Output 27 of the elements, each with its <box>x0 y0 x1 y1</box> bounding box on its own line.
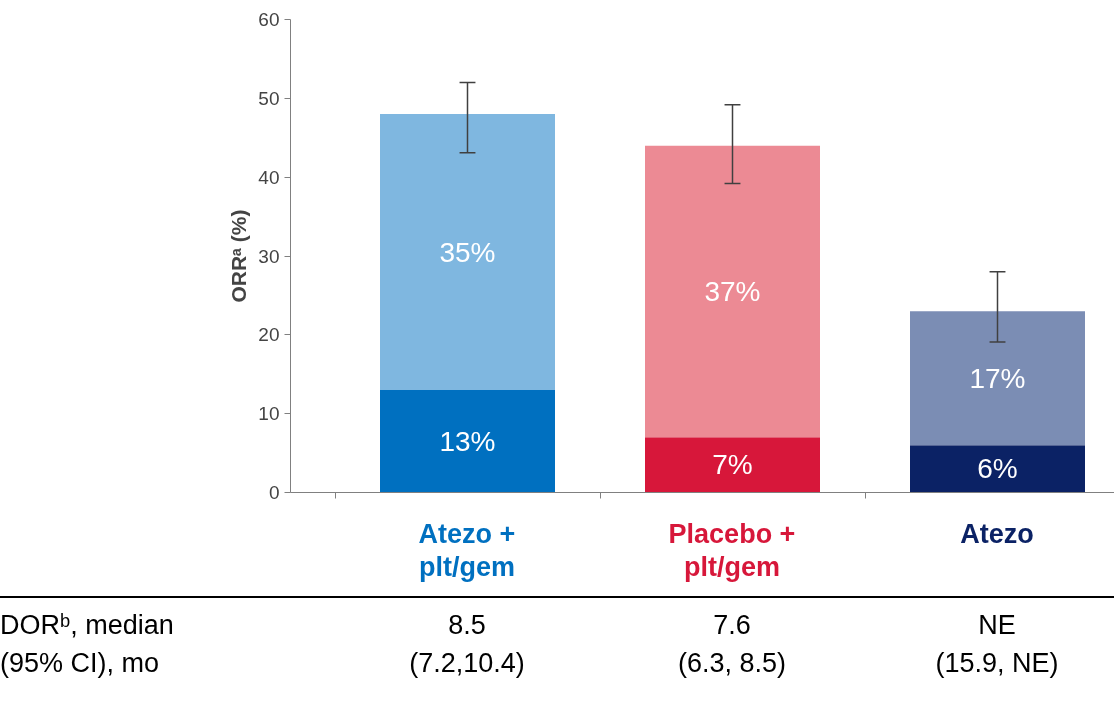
text: NE (15.9, NE) <box>934 609 1060 680</box>
bar <box>645 145 820 438</box>
y-axis-title: ORRᵃ (%) <box>227 209 251 303</box>
data-label: 37% <box>704 275 761 307</box>
text: DORᵇ, median (95% CI), mo <box>0 609 175 680</box>
y-tick-label: 60 <box>258 9 280 30</box>
y-tick-label: 50 <box>258 87 280 109</box>
bar <box>380 114 555 391</box>
data-label: 13% <box>439 425 496 457</box>
y-tick-label: 40 <box>258 166 280 188</box>
bar <box>380 390 555 493</box>
data-label: 6% <box>977 453 1018 485</box>
bar <box>910 311 1085 446</box>
text: 8.5 (7.2,10.4) <box>408 609 526 680</box>
data-label: 7% <box>712 449 753 481</box>
data-label: 35% <box>439 236 496 268</box>
x-tick-label: Placebo + plt/gem <box>667 518 797 584</box>
bar <box>645 437 820 493</box>
x-tick-label: Atezo <box>959 518 1035 551</box>
y-tick-label: 30 <box>258 245 280 267</box>
y-tick-label: 0 <box>268 482 280 503</box>
bar <box>910 445 1085 493</box>
data-label: 17% <box>969 362 1026 394</box>
y-tick-label: 10 <box>258 403 280 425</box>
x-tick-label: Atezo + plt/gem <box>417 518 517 584</box>
text: 7.6 (6.3, 8.5) <box>676 609 788 680</box>
y-tick-label: 20 <box>258 324 280 346</box>
